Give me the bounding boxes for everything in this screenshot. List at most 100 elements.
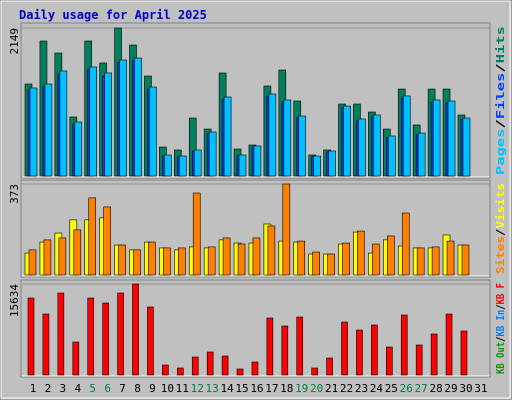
bar (357, 230, 365, 276)
bar (251, 361, 259, 376)
legend-separator: / (494, 119, 507, 129)
bar (57, 292, 65, 376)
bar (179, 155, 187, 177)
x-tick-label: 12 (191, 382, 204, 395)
bar (388, 135, 396, 177)
x-tick-label: 2 (45, 382, 52, 395)
bar (206, 351, 214, 376)
x-tick-label: 25 (385, 382, 398, 395)
bar (327, 253, 335, 276)
y-tick-label: 2149 (8, 28, 21, 55)
bar (266, 317, 274, 376)
bar (191, 356, 199, 376)
x-tick-label: 27 (415, 382, 428, 395)
legend-separator: / (494, 228, 507, 236)
x-tick-label: 1 (30, 382, 37, 395)
bar (223, 96, 232, 177)
x-tick-label: 28 (429, 382, 442, 395)
x-tick-label: 20 (310, 382, 323, 395)
bar (118, 244, 126, 276)
bar (132, 283, 139, 376)
bar (253, 145, 262, 177)
bar (236, 368, 244, 376)
bar (178, 247, 186, 276)
x-tick-label: 15 (235, 382, 248, 395)
bar (328, 150, 336, 177)
legend: KB Out/KB In/KB F (494, 283, 507, 374)
bar (402, 95, 411, 177)
bar (446, 240, 455, 276)
legend-entry: Sites (494, 236, 507, 274)
bar (400, 314, 408, 376)
bar (88, 197, 97, 276)
bar (297, 240, 306, 276)
bar (387, 235, 395, 276)
bar (283, 99, 292, 177)
x-tick-label: 23 (355, 382, 368, 395)
bar (133, 249, 141, 276)
legend-entry: Visits (494, 183, 507, 229)
x-tick-label: 7 (119, 382, 126, 395)
x-tick-label: 17 (265, 382, 278, 395)
bar (313, 155, 321, 177)
bar (207, 246, 216, 276)
bar (59, 70, 68, 177)
x-tick-label: 5 (89, 382, 96, 395)
bar (460, 330, 468, 376)
bar (358, 118, 366, 177)
bar (415, 344, 423, 376)
x-tick-label: 26 (400, 382, 413, 395)
x-tick-label: 18 (280, 382, 293, 395)
x-tick-label: 29 (444, 382, 457, 395)
bar (417, 132, 426, 177)
bar (356, 329, 363, 376)
bar (416, 247, 425, 276)
bar (252, 237, 261, 276)
bar (103, 206, 111, 276)
bar (296, 316, 304, 376)
bar (27, 297, 35, 376)
bar (462, 117, 471, 177)
bar (193, 149, 202, 177)
legend-entry: KB Out (494, 342, 507, 374)
legend-separator: / (494, 336, 507, 342)
panel (20, 279, 491, 378)
bar (119, 59, 127, 177)
bar (134, 57, 142, 177)
bar (147, 306, 154, 376)
legend-separator: / (494, 304, 507, 310)
bar (312, 251, 320, 276)
legend-entry: Hits (494, 26, 507, 63)
x-tick-label: 10 (161, 382, 174, 395)
bar (373, 114, 381, 177)
chart-title: Daily usage for April 2025 (19, 8, 207, 22)
bar (87, 297, 95, 376)
legend-entry: KB F (494, 283, 507, 304)
bar (164, 154, 172, 177)
legend-separator: / (494, 63, 507, 73)
bar (192, 192, 201, 276)
bar (162, 364, 169, 376)
bar (42, 313, 50, 376)
bar (89, 66, 98, 177)
bar (28, 249, 37, 276)
x-tick-label: 4 (74, 382, 81, 395)
legend-entry: Files (494, 73, 507, 120)
bar (73, 229, 82, 276)
y-tick-label: 15634 (8, 284, 21, 317)
x-tick-label: 6 (104, 382, 111, 395)
x-tick-label: 31 (474, 382, 487, 395)
bar (298, 115, 307, 177)
bar (221, 355, 229, 376)
x-tick-label: 11 (176, 382, 189, 395)
bar (74, 121, 83, 177)
x-tick-label: 8 (134, 382, 141, 395)
bar (311, 367, 318, 376)
bar (58, 237, 67, 276)
bar (326, 357, 333, 376)
x-tick-label: 30 (459, 382, 472, 395)
bar (372, 243, 380, 276)
bar (104, 72, 112, 177)
